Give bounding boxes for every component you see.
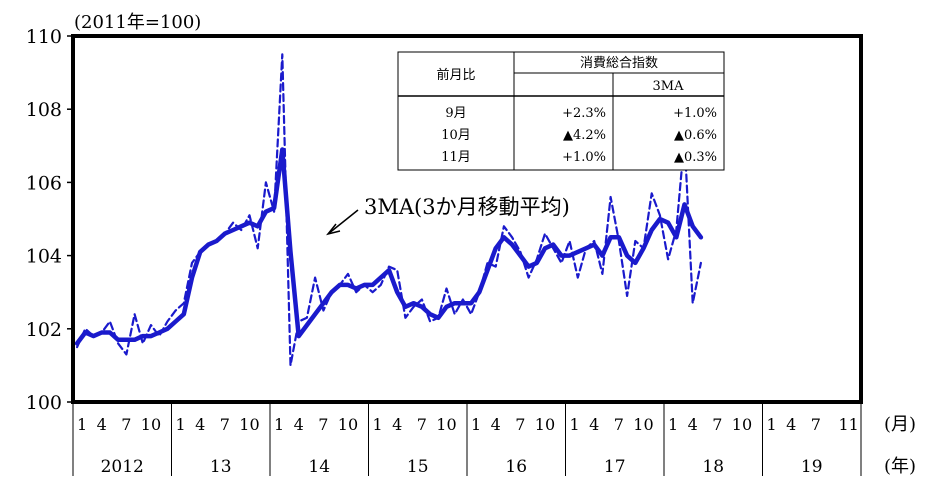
table-header-left: 前月比: [436, 67, 475, 83]
y-tick-label-3: 106: [26, 172, 62, 194]
year-label-7: 19: [801, 457, 823, 477]
table-cell-value: +1.0%: [562, 150, 606, 165]
y-tick-label-4: 108: [26, 99, 62, 121]
table-cell-ma: ▲0.3%: [674, 150, 717, 165]
table-row-0: 9月 +2.3% +1.0%: [445, 106, 717, 121]
month-label-7-2: 7: [811, 415, 821, 434]
y-axis: 100 102 104 106 108 110: [26, 26, 73, 414]
table-cell-month: 10月: [441, 128, 471, 143]
month-label-3-0: 1: [373, 415, 383, 434]
month-label-3-2: 7: [417, 415, 427, 434]
table-cell-value: +2.3%: [562, 106, 606, 121]
month-label-2-1: 4: [294, 415, 304, 434]
y-tick-label-1: 102: [26, 319, 62, 341]
month-label-6-0: 1: [668, 415, 678, 434]
table-cell-ma: ▲0.6%: [674, 128, 717, 143]
month-label-5-3: 10: [633, 415, 653, 434]
table-cell-ma: +1.0%: [673, 106, 717, 121]
month-label-3-3: 10: [436, 415, 456, 434]
year-label-0: 2012: [101, 457, 144, 477]
year-label-6: 18: [702, 457, 724, 477]
month-label-5-2: 7: [614, 415, 624, 434]
month-label-0-0: 1: [77, 415, 87, 434]
annotation-arrow: [327, 209, 359, 235]
annotation: 3MA(3か月移動平均): [326, 195, 570, 236]
month-label-5-0: 1: [570, 415, 580, 434]
series-line-3ma: [74, 147, 704, 346]
table-body: 9月 +2.3% +1.0% 10月 ▲4.2% ▲0.6% 11月 +1.0% ▲0.3%: [441, 106, 717, 165]
month-label-4-3: 10: [535, 415, 555, 434]
y-tick-label-5: 110: [26, 26, 62, 48]
year-label-3: 15: [407, 457, 429, 477]
table-cell-value: ▲4.2%: [563, 128, 606, 143]
month-label-6-2: 7: [712, 415, 722, 434]
month-label-2-0: 1: [274, 415, 284, 434]
year-label-2: 14: [308, 457, 330, 477]
month-label-6-1: 4: [688, 415, 698, 434]
annotation-arrowhead: [326, 223, 341, 236]
y-tick-label-0: 100: [26, 392, 62, 414]
annotation-text: 3MA(3か月移動平均): [364, 195, 570, 219]
month-label-7-1: 4: [786, 415, 796, 434]
y-tick-label-2: 104: [26, 246, 62, 268]
table-cell-month: 9月: [445, 106, 466, 121]
unit-label: (2011年=100): [74, 12, 201, 33]
data-table: 前月比 消費総合指数 3MA 9月 +2.3% +1.0% 10月 ▲4.2% ▲0.6%…: [397, 51, 725, 171]
month-label-4-0: 1: [471, 415, 481, 434]
month-label-0-2: 7: [121, 415, 131, 434]
month-label-0-1: 4: [97, 415, 107, 434]
table-row-1: 10月 ▲4.2% ▲0.6%: [441, 128, 717, 143]
month-label-5-1: 4: [589, 415, 599, 434]
month-label-1-1: 4: [195, 415, 205, 434]
plot-area: [74, 53, 704, 367]
month-label-7-3: 11: [839, 415, 859, 434]
table-cell-month: 11月: [441, 150, 471, 165]
month-unit: (月): [884, 414, 916, 435]
month-label-0-3: 10: [141, 415, 161, 434]
month-label-4-1: 4: [491, 415, 501, 434]
month-label-1-3: 10: [239, 415, 259, 434]
year-unit: (年): [884, 456, 916, 477]
year-label-4: 16: [505, 457, 527, 477]
plot-frame: [71, 34, 863, 404]
month-label-3-1: 4: [392, 415, 402, 434]
table-header-right: 消費総合指数: [580, 56, 658, 71]
month-label-1-2: 7: [220, 415, 230, 434]
month-label-6-3: 10: [732, 415, 752, 434]
year-label-1: 13: [210, 457, 232, 477]
table-row-2: 11月 +1.0% ▲0.3%: [441, 150, 717, 165]
month-label-1-0: 1: [176, 415, 186, 434]
table-subheader: 3MA: [653, 79, 685, 94]
month-label-7-0: 1: [767, 415, 777, 434]
x-units: (月) (年): [884, 414, 916, 477]
month-label-2-2: 7: [318, 415, 328, 434]
month-label-4-2: 7: [515, 415, 525, 434]
month-label-2-3: 10: [338, 415, 358, 434]
year-label-5: 17: [604, 457, 626, 477]
